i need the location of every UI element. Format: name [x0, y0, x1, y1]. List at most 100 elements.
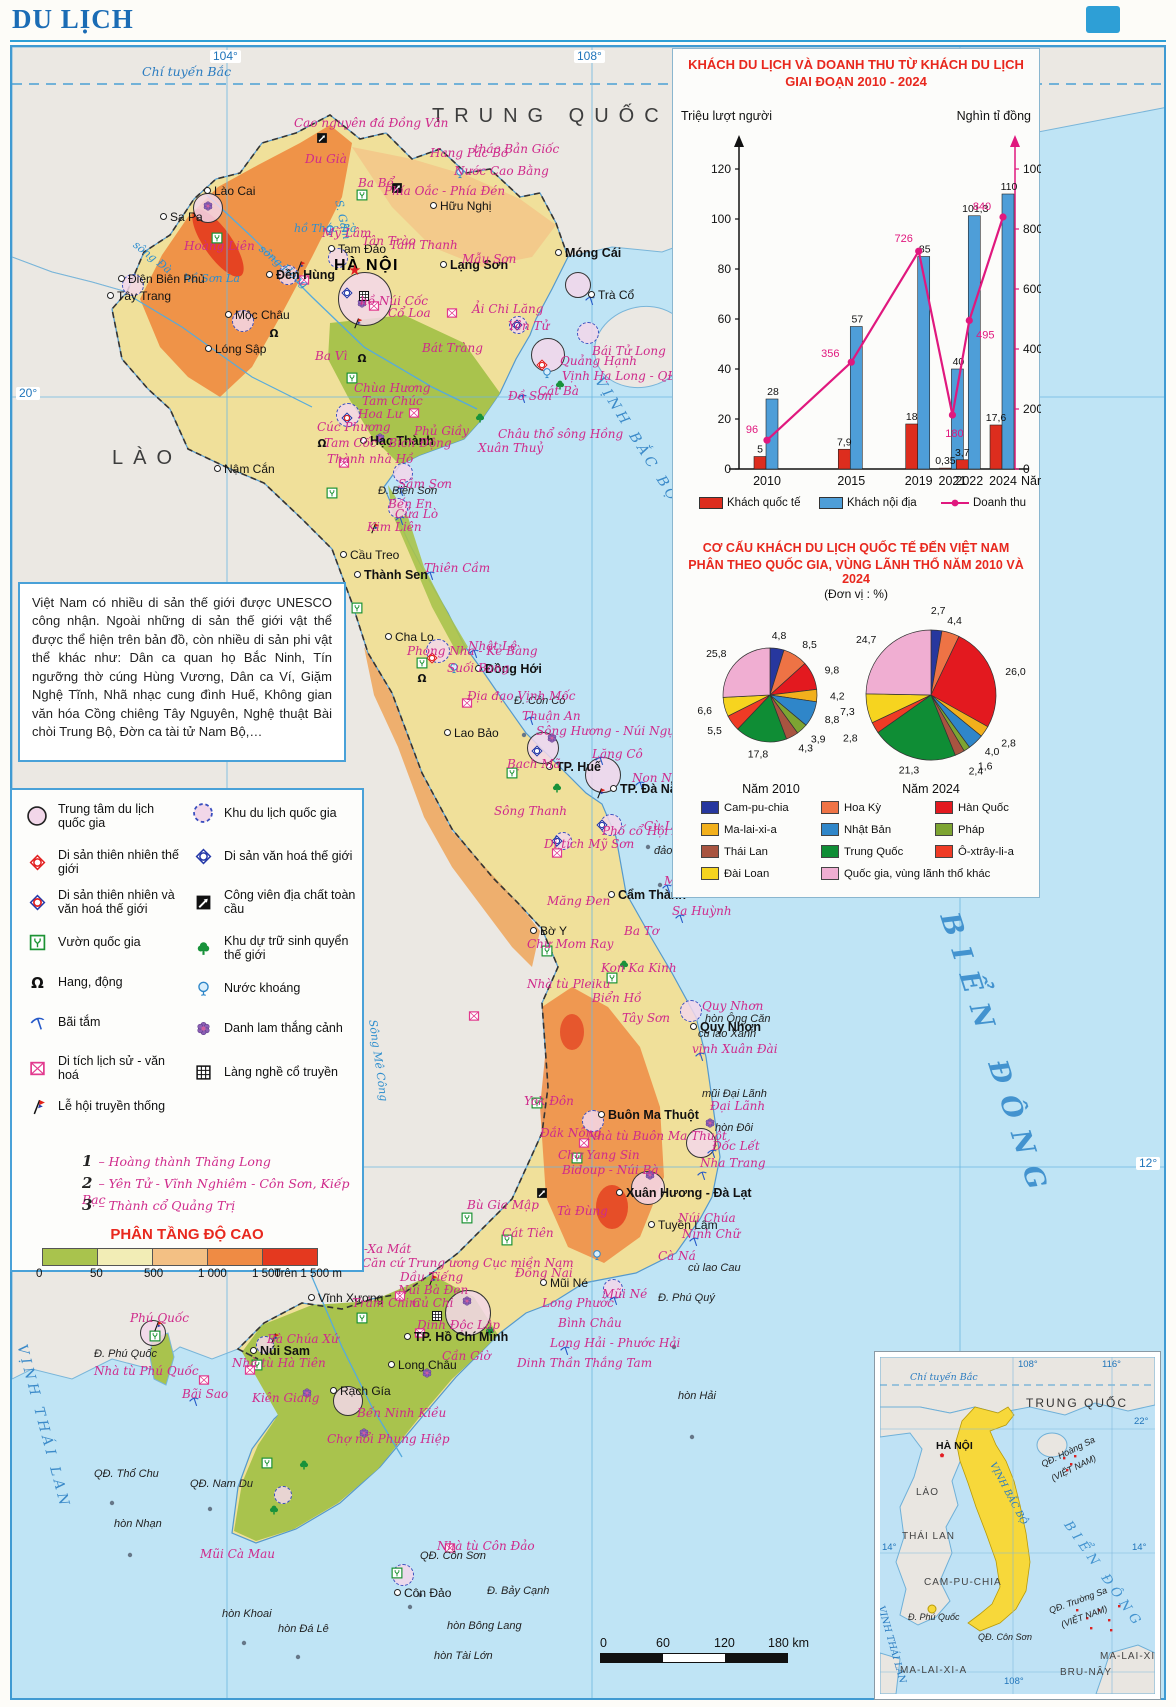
cave-icon: Ω — [316, 436, 328, 454]
national-tourist-area-circle — [393, 463, 413, 483]
svg-text:60: 60 — [718, 312, 732, 326]
inset-phu-quoc — [927, 1604, 937, 1614]
svg-text:4,3: 4,3 — [798, 742, 813, 754]
pie-unit-note: (Đơn vị : %) — [824, 587, 888, 601]
map-label: Nha Trang — [700, 1156, 766, 1170]
inset-label: 116° — [1102, 1359, 1121, 1370]
inset-archipelago-dot — [1098, 1609, 1101, 1612]
map-label: Đ. Phú Quốc — [94, 1348, 157, 1360]
page-corner-badge — [1086, 6, 1120, 33]
inset-label: QĐ. Côn Sơn — [978, 1632, 1032, 1642]
map-label: Tân Trào — [362, 234, 416, 248]
inset-archipelago-dot — [1070, 1463, 1073, 1466]
map-label: Mẫu Sơn — [462, 252, 517, 266]
map-label: hòn Hải — [678, 1390, 716, 1402]
map-label: Rạch Gía — [330, 1384, 391, 1398]
elevation-swatch — [98, 1248, 153, 1266]
legend-label: Vườn quốc gia — [58, 935, 141, 950]
geopark-icon — [391, 181, 403, 199]
legend-khach-quoc-te: Khách quốc tế — [699, 497, 801, 509]
tourist-area-icon — [190, 802, 216, 824]
pie-slice-Quốc gia, vùng lãnh thổ khác — [865, 629, 932, 696]
monument-icon — [198, 1373, 210, 1391]
scenic-icon — [461, 1294, 473, 1312]
scenic-icon — [546, 731, 558, 749]
svg-text:200: 200 — [1023, 402, 1041, 416]
national-park-icon — [541, 944, 553, 962]
svg-text:18: 18 — [906, 411, 918, 423]
map-label: Đại Lãnh — [710, 1099, 766, 1113]
map-label: LÀO — [112, 447, 183, 469]
line-doanh-thu — [766, 216, 1005, 442]
beach-icon — [516, 391, 528, 409]
map-label: Bờ Y — [530, 924, 567, 938]
map-label: Nhà tù Pleiku — [527, 977, 611, 991]
heritage-both-legend-item: Di sản thiên nhiên và văn hoá thế giới — [24, 888, 182, 917]
beach-icon — [524, 713, 536, 731]
biosphere-icon — [474, 411, 486, 429]
craft-icon — [358, 289, 370, 307]
pie-legend-item: Trung Quốc — [821, 845, 903, 858]
beach-icon — [608, 1293, 620, 1311]
map-label: Ba Tơ — [624, 924, 660, 938]
svg-text:7,3: 7,3 — [840, 706, 855, 718]
elevation-stop-label: 1 000 — [198, 1268, 227, 1280]
heritage-culture-icon — [596, 818, 608, 836]
island-dot — [241, 1640, 247, 1646]
map-label: Trà Cổ — [588, 288, 634, 302]
pie-legend-item: Thái Lan — [701, 845, 768, 858]
map-label: Cần Giờ — [442, 1349, 491, 1363]
inset-label: 108° — [1018, 1359, 1038, 1370]
svg-text:28: 28 — [767, 386, 779, 398]
svg-text:Ω: Ω — [318, 438, 327, 449]
map-label: Điện Biên Phủ — [118, 272, 205, 286]
svg-text:726: 726 — [895, 233, 913, 245]
map-label: Dinh Thần Thắng Tam — [517, 1356, 653, 1370]
map-label: Mũi Né — [540, 1276, 588, 1290]
national-park-icon — [24, 934, 50, 951]
map-label: TP. Huế — [546, 760, 601, 775]
map-label: vịnh Xuân Đài — [692, 1042, 778, 1056]
map-label: Ba Vì — [315, 349, 348, 363]
map-label: Bái Tử Long — [592, 344, 666, 358]
map-scalebar: 0 60 120 180 km — [600, 1636, 820, 1670]
svg-text:9,8: 9,8 — [825, 665, 840, 677]
monument-icon — [461, 696, 473, 714]
national-park-icon — [356, 1311, 368, 1329]
inset-label: MA-LAI-XI-A — [900, 1665, 968, 1676]
beach-icon — [688, 1234, 700, 1252]
map-label: hòn Đá Lê — [278, 1623, 329, 1635]
right-axis-label: Nghìn tỉ đồng — [956, 109, 1031, 123]
map-label: Đ. Biện Sơn — [378, 485, 438, 497]
map-label: Hang Pác Bó — [430, 146, 509, 160]
legend-label: Di sản thiên nhiên thế giới — [58, 848, 179, 877]
svg-text:800: 800 — [1023, 222, 1041, 236]
pie-legend-item: Hàn Quốc — [935, 801, 1009, 814]
map-label: Buôn Ma Thuột — [598, 1108, 699, 1123]
legend-label: Công viên địa chất toàn cầu — [224, 888, 356, 917]
map-label: Đồng Nai — [515, 1266, 573, 1280]
national-park-icon — [506, 766, 518, 784]
national-tourist-center-circle — [565, 272, 591, 298]
svg-text:2,7: 2,7 — [931, 607, 946, 617]
map-label: Mũi Né — [602, 1287, 648, 1301]
map-label: Du Già — [305, 152, 347, 166]
monument-icon — [408, 406, 420, 424]
map-label: Suối Bang — [447, 661, 510, 675]
svg-text:40: 40 — [718, 362, 732, 376]
map-label: Chùa Hương — [354, 381, 431, 395]
festival-icon — [24, 1098, 50, 1115]
map-label: Nhà tù Côn Đảo — [437, 1539, 535, 1553]
heritage-culture-icon — [190, 848, 216, 865]
kon-tum-massif — [560, 1014, 584, 1050]
svg-text:180: 180 — [945, 428, 963, 440]
bar-khach-quoc-te — [753, 456, 767, 470]
island-dot — [521, 732, 527, 738]
svg-text:20: 20 — [718, 412, 732, 426]
pie-caption-2010: Năm 2010 — [742, 782, 800, 796]
biosphere-icon — [618, 958, 630, 976]
map-label: TP. Hồ Chí Minh — [404, 1330, 508, 1345]
national-tourist-area-circle — [274, 1486, 292, 1504]
map-label: cù lao Xanh — [698, 1028, 757, 1040]
